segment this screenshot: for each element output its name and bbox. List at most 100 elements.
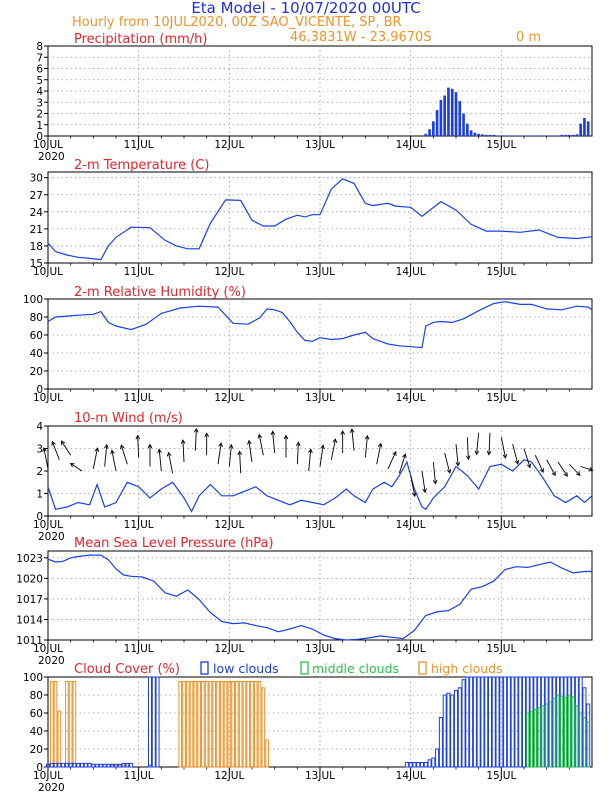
wind-vector	[272, 431, 276, 454]
panel-wind: 0 1 2 3 4 10JUL 11JUL 12JUL 13JUL 14JUL 15JUL 2020 1…	[33, 411, 594, 543]
y-tick-label: 1017	[16, 594, 43, 606]
low-cloud-bar	[98, 763, 103, 768]
legend-middle-label: middle clouds	[312, 661, 399, 676]
wind-vector	[466, 437, 469, 460]
wind-arrowhead	[166, 451, 172, 457]
wind-vector	[158, 449, 162, 472]
precip-bar	[530, 135, 533, 136]
high-cloud-bar	[201, 681, 205, 768]
low-cloud-bar	[117, 763, 122, 768]
panel-frame	[47, 550, 593, 641]
high-cloud-bar	[253, 681, 258, 768]
low-cloud-bar	[510, 676, 515, 768]
precip-bar	[432, 121, 435, 136]
wind-arrowhead	[308, 448, 313, 454]
wind-vector	[43, 447, 49, 469]
low-cloud-bar	[416, 762, 421, 768]
low-cloud-bar	[408, 762, 413, 768]
wind-arrowhead	[486, 450, 492, 456]
y-tick-label: 7	[36, 52, 43, 64]
middle-cloud-bar	[556, 694, 560, 768]
wind-vector	[194, 428, 197, 451]
year-label: 2020	[38, 782, 65, 792]
precip-bar	[439, 100, 443, 136]
high-cloud-bar	[219, 681, 224, 768]
x-tick-label: 14JUL	[396, 266, 426, 278]
wind-arrowhead	[120, 444, 125, 450]
wind-arrowhead	[94, 447, 100, 453]
wind-arrowhead	[69, 462, 75, 468]
precip-bar	[522, 135, 526, 136]
wind-vector	[421, 470, 426, 493]
low-cloud-bar	[446, 692, 451, 768]
low-cloud-bar	[76, 762, 81, 768]
precip-bar	[537, 135, 541, 136]
low-cloud-bar	[461, 679, 466, 768]
precip-bar	[518, 135, 522, 136]
wind-vector	[168, 452, 174, 474]
x-tick-label: 12JUL	[214, 770, 244, 782]
wind-vector	[455, 443, 459, 466]
middle-cloud-bar	[582, 717, 586, 768]
precip-bar	[473, 132, 477, 136]
low-cloud-bar	[129, 762, 134, 768]
y-tick-label: 1011	[16, 635, 43, 647]
wind-arrowhead	[237, 450, 243, 456]
precip-bar	[560, 134, 564, 136]
panel-title: Mean Sea Level Pressure (hPa)	[74, 536, 274, 551]
wind-vector	[488, 432, 491, 455]
precip-bar	[492, 134, 496, 136]
wind-vector	[308, 449, 312, 472]
wind-arrowhead	[432, 479, 438, 485]
x-tick-label: 13JUL	[305, 139, 335, 151]
low-cloud-bar	[423, 762, 428, 768]
high-cloud-bar	[242, 681, 247, 768]
wind-arrowhead	[377, 442, 383, 448]
low-cloud-bar	[147, 676, 153, 768]
precip-bar	[496, 135, 499, 136]
x-tick-label: 11JUL	[124, 770, 154, 782]
wind-vector	[92, 447, 98, 469]
y-tick-label: 3	[36, 97, 43, 109]
low-cloud-bar	[49, 762, 54, 768]
wind-vector	[444, 452, 451, 474]
wind-arrowhead	[247, 439, 252, 445]
wind-arrowhead	[283, 434, 289, 440]
y-tick-label: 21	[30, 224, 43, 236]
wind-arrowhead	[104, 443, 109, 449]
middle-cloud-bar	[533, 708, 537, 768]
x-tick-label: 12JUL	[214, 519, 244, 531]
low-cloud-bar	[457, 687, 462, 768]
middle-cloud-bar	[564, 697, 568, 768]
middle-cloud-bar	[575, 705, 579, 768]
low-cloud-bar	[518, 676, 523, 768]
low-cloud-bar	[514, 676, 519, 768]
high-cloud-bar	[197, 681, 201, 768]
low-cloud-bar	[102, 763, 107, 768]
chart-elevation: 0 m	[516, 30, 541, 45]
legend-low-swatch	[200, 661, 209, 675]
high-cloud-bar	[238, 681, 243, 768]
wind-vector	[239, 451, 242, 474]
wind-vector	[217, 442, 222, 465]
wind-arrowhead	[60, 440, 66, 446]
y-tick-label: 0	[36, 511, 43, 523]
year-label: 2020	[38, 655, 65, 667]
wind-arrowhead	[110, 449, 115, 455]
wind-arrowhead	[588, 467, 594, 472]
x-tick-label: 11JUL	[124, 519, 154, 531]
high-cloud-bar	[57, 710, 62, 768]
low-cloud-bar	[113, 763, 119, 768]
precip-bar	[575, 134, 579, 136]
wind-vector	[410, 475, 416, 497]
low-cloud-bar	[484, 676, 489, 768]
x-tick-label: 10JUL	[33, 266, 63, 278]
wind-arrowhead	[332, 438, 338, 444]
y-tick-label: 8	[36, 41, 43, 53]
precip-bar	[503, 135, 507, 136]
y-tick-label: 6	[36, 64, 43, 76]
wind-vector	[70, 463, 83, 472]
low-cloud-bar	[110, 763, 115, 768]
